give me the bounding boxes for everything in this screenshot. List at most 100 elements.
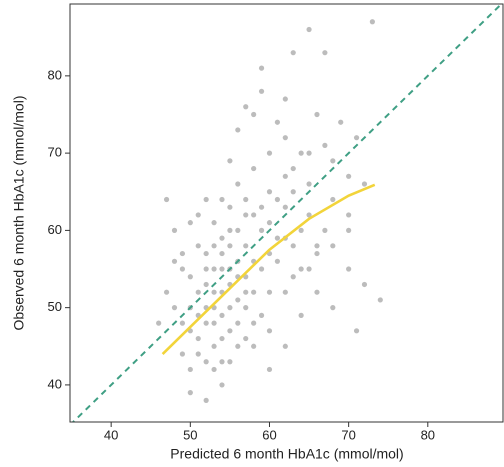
point <box>282 173 288 179</box>
x-tick-label: 80 <box>421 427 435 442</box>
point <box>258 65 265 71</box>
point <box>346 266 352 272</box>
point <box>251 165 257 172</box>
point <box>163 196 170 203</box>
point <box>235 343 241 349</box>
point <box>235 320 241 326</box>
point <box>203 196 209 203</box>
point <box>203 266 209 272</box>
point <box>187 220 193 226</box>
plot-frame <box>69 3 504 423</box>
point <box>282 96 288 102</box>
point <box>290 165 296 172</box>
point <box>298 266 304 272</box>
point <box>243 212 249 218</box>
point <box>274 119 280 125</box>
point <box>179 266 186 272</box>
point <box>171 305 178 311</box>
point <box>290 274 296 280</box>
point <box>258 88 265 94</box>
point <box>203 397 209 403</box>
point <box>227 204 233 210</box>
point <box>187 274 193 280</box>
point <box>235 227 241 233</box>
point <box>322 227 328 233</box>
y-tick-label: 80 <box>48 67 62 82</box>
x-tick-label: 70 <box>341 427 355 442</box>
point <box>346 227 352 233</box>
point <box>298 227 304 233</box>
x-tick-label: 50 <box>183 427 197 442</box>
point <box>274 196 280 203</box>
point <box>219 196 225 203</box>
point <box>330 305 336 311</box>
point <box>219 250 225 257</box>
point <box>227 359 233 365</box>
point <box>243 305 249 311</box>
point <box>179 351 186 357</box>
point <box>251 289 257 295</box>
x-axis-title: Predicted 6 month HbA1c (mmol/mol) <box>170 446 403 462</box>
point <box>211 220 217 226</box>
point <box>251 212 257 218</box>
point <box>282 204 288 210</box>
point <box>179 250 186 257</box>
point <box>235 181 241 187</box>
point <box>330 158 336 164</box>
point <box>290 50 296 56</box>
point <box>290 243 296 249</box>
point <box>314 289 320 295</box>
point <box>282 289 288 295</box>
point <box>361 181 368 187</box>
point <box>243 104 249 110</box>
point <box>282 343 288 349</box>
y-tick-label: 40 <box>48 376 62 391</box>
point <box>195 243 201 249</box>
point <box>258 266 265 272</box>
y-tick-label: 70 <box>48 145 62 160</box>
point <box>266 366 273 373</box>
x-tick-label: 60 <box>262 427 276 442</box>
point <box>306 26 312 33</box>
point <box>314 250 320 257</box>
point <box>251 343 257 349</box>
point <box>353 328 360 334</box>
y-axis-title: Observed 6 month HbA1c (mmol/mol) <box>11 96 27 331</box>
point <box>219 235 225 241</box>
point <box>266 189 273 195</box>
y-tick-label: 60 <box>48 222 62 237</box>
point <box>211 366 217 373</box>
point <box>195 212 201 218</box>
point <box>258 227 265 233</box>
point <box>171 227 178 233</box>
point <box>195 289 201 295</box>
point <box>306 181 312 187</box>
point <box>330 243 336 249</box>
point <box>361 281 368 288</box>
point <box>322 142 328 148</box>
x-tick-label: 40 <box>104 427 118 442</box>
point <box>258 312 265 318</box>
point <box>227 305 233 311</box>
point <box>306 150 312 156</box>
point <box>243 289 249 295</box>
point <box>306 212 312 218</box>
point <box>258 204 265 210</box>
point <box>243 196 249 203</box>
point <box>266 220 273 226</box>
point <box>346 173 352 179</box>
point <box>171 258 178 264</box>
point <box>187 366 193 373</box>
point <box>211 320 217 326</box>
point <box>266 289 273 295</box>
point <box>203 281 209 288</box>
point <box>235 297 241 303</box>
point <box>211 243 217 249</box>
point <box>203 250 209 257</box>
point <box>274 235 280 241</box>
point <box>266 328 273 334</box>
point <box>179 320 186 326</box>
point <box>314 111 320 118</box>
point <box>290 189 296 195</box>
